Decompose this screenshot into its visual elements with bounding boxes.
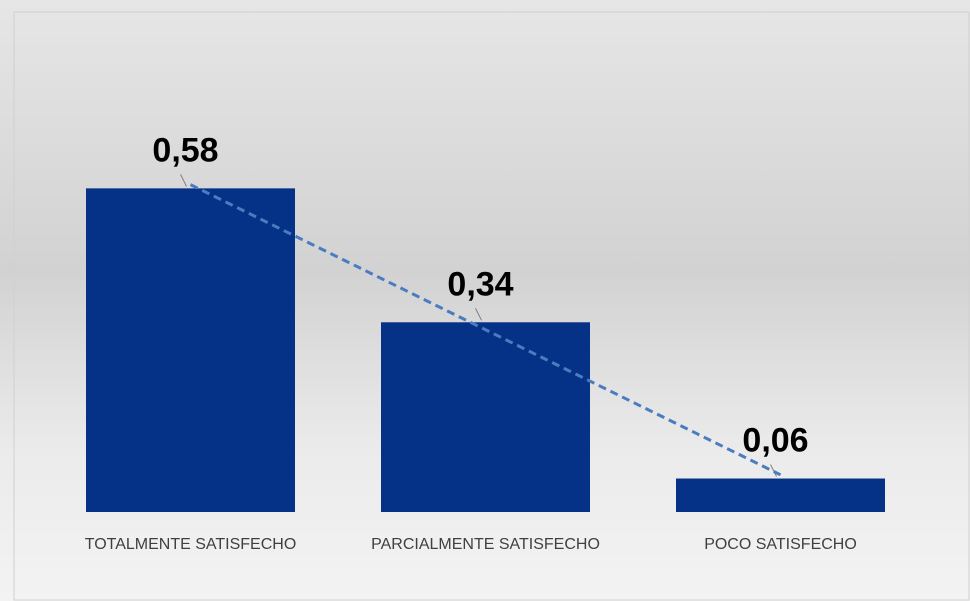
x-tick-label: POCO SATISFECHO [704, 536, 857, 553]
x-tick-label: TOTALMENTE SATISFECHO [85, 536, 297, 553]
bar [676, 478, 885, 512]
leader-line [180, 174, 187, 187]
bar [381, 322, 590, 512]
bar [86, 188, 295, 513]
value-label: 0,06 [742, 422, 808, 460]
frame [13, 11, 970, 601]
value-label: 0,58 [152, 131, 218, 169]
leader-line [770, 464, 777, 477]
leader-line [475, 308, 482, 321]
x-tick-label: PARCIALMENTE SATISFECHO [371, 536, 600, 553]
value-label: 0,34 [447, 265, 513, 303]
trendline [189, 183, 782, 477]
